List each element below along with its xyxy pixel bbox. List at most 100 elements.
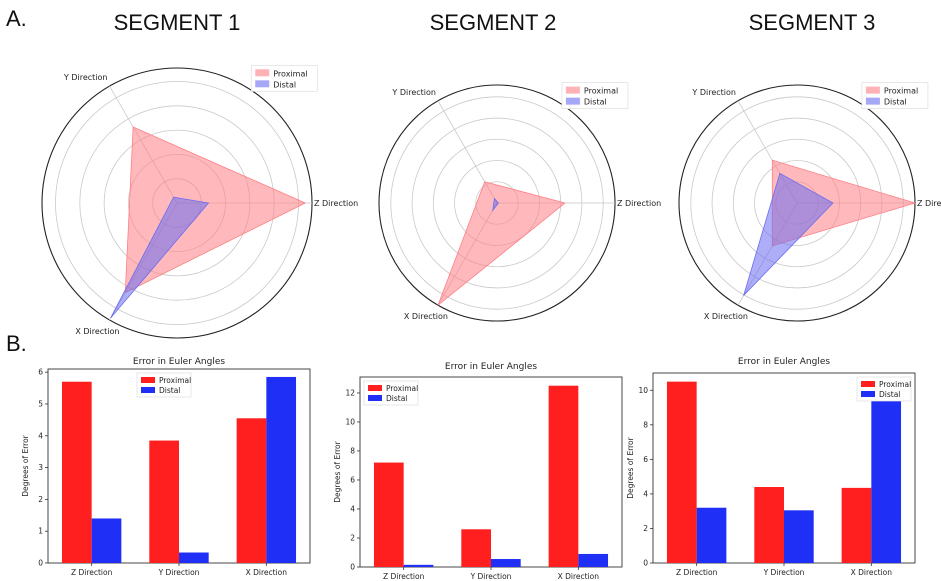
x-tick-label: Y Direction	[763, 568, 805, 577]
axis-label-z: Z Direction	[314, 199, 358, 208]
radar-chart-3: SEGMENT 3 Z Direction Y Direction X Directi…	[678, 10, 941, 322]
legend-label-distal: Distal	[159, 386, 180, 395]
legend-label-distal: Distal	[879, 390, 900, 399]
bar-proximal	[149, 440, 179, 563]
axis-label-z: Z Direction	[617, 199, 661, 208]
bar-distal	[871, 399, 902, 563]
y-tick-label: 4	[643, 489, 648, 498]
bar-distal	[578, 553, 609, 567]
y-tick-label: 2	[38, 495, 43, 504]
x-tick-label: Y Direction	[470, 572, 512, 581]
legend-label-distal: Distal	[884, 98, 907, 107]
x-tick-label: X Direction	[246, 568, 288, 577]
y-tick-label: 6	[38, 368, 43, 377]
axis-label-x: X Direction	[704, 312, 748, 321]
y-tick-label: 6	[350, 475, 355, 484]
panel-a-label: A.	[6, 6, 27, 31]
legend-label-proximal: Proximal	[386, 384, 418, 393]
bar-distal	[91, 518, 122, 563]
chart-title: Error in Euler Angles	[133, 357, 225, 367]
y-tick-label: 0	[643, 559, 648, 568]
legend-label-proximal: Proximal	[273, 69, 307, 78]
legend-swatch-proximal	[861, 381, 875, 387]
bar-proximal	[754, 487, 784, 563]
radar-series-proximal	[437, 181, 566, 307]
y-tick-label: 1	[38, 527, 43, 536]
x-tick-label: Z Direction	[676, 568, 718, 577]
legend-swatch-distal	[255, 80, 270, 88]
axis-label-x: X Direction	[75, 327, 119, 336]
bar-proximal	[666, 381, 697, 563]
y-tick-label: 8	[350, 446, 355, 455]
y-axis-label: Degrees of Error	[21, 434, 30, 496]
axis-label-y: Y Direction	[391, 88, 436, 97]
bar-proximal	[841, 487, 872, 563]
radar-series-distal	[743, 172, 834, 296]
bar-proximal	[373, 462, 404, 567]
bar-proximal	[548, 385, 579, 567]
bar-distal	[696, 507, 727, 563]
legend-label-proximal: Proximal	[879, 380, 911, 389]
y-tick-label: 4	[38, 431, 43, 440]
x-tick-label: Y Direction	[158, 568, 200, 577]
legend-swatch-distal	[141, 387, 155, 393]
y-tick-label: 6	[643, 455, 648, 464]
legend-swatch-distal	[861, 391, 875, 397]
legend-label-distal: Distal	[273, 80, 296, 89]
bar-distal	[403, 564, 434, 567]
chart-title: Error in Euler Angles	[738, 357, 830, 367]
legend-label-proximal: Proximal	[884, 87, 918, 96]
radar-series-distal	[110, 196, 210, 319]
legend-swatch-proximal	[865, 86, 880, 94]
legend-label-proximal: Proximal	[159, 376, 191, 385]
legend-swatch-proximal	[255, 69, 270, 77]
axis-label-x: X Direction	[404, 312, 448, 321]
chart-title: SEGMENT 3	[749, 10, 876, 35]
axis-label-z: Z Direction	[917, 199, 941, 208]
y-axis-label: Degrees of Error	[626, 436, 635, 498]
radar-series-proximal	[124, 126, 307, 294]
y-axis-label: Degrees of Error	[333, 440, 342, 502]
y-tick-label: 10	[345, 417, 355, 426]
y-tick-label: 4	[350, 504, 355, 513]
y-tick-label: 2	[350, 533, 355, 542]
legend-swatch-proximal	[141, 377, 155, 383]
y-tick-label: 0	[38, 559, 43, 568]
y-tick-label: 10	[638, 386, 648, 395]
bar-distal	[179, 552, 209, 563]
y-tick-label: 5	[38, 399, 43, 408]
legend-swatch-distal	[865, 97, 880, 105]
bar-proximal	[236, 418, 267, 563]
bar-proximal	[461, 529, 491, 567]
x-tick-label: Z Direction	[71, 568, 113, 577]
chart-title: SEGMENT 1	[114, 10, 241, 35]
bar-proximal	[61, 381, 92, 563]
legend-label-distal: Distal	[584, 98, 607, 107]
axis-label-y: Y Direction	[63, 73, 108, 82]
radar-series-distal	[492, 197, 499, 212]
legend-swatch-distal	[565, 97, 580, 105]
y-tick-label: 3	[38, 463, 43, 472]
radar-chart-2: SEGMENT 2 Z Direction Y Direction X Directi…	[378, 10, 661, 322]
y-tick-label: 0	[350, 563, 355, 572]
bar-distal	[266, 376, 297, 563]
panel-b-label: B.	[6, 331, 27, 356]
charts-container: SEGMENT 1 Z Direction Y Direction X Directi…	[21, 10, 941, 581]
y-tick-label: 8	[643, 420, 648, 429]
axis-label-y: Y Direction	[691, 88, 736, 97]
y-tick-label: 12	[345, 388, 355, 397]
x-tick-label: X Direction	[558, 572, 600, 581]
chart-title: SEGMENT 2	[430, 10, 557, 35]
legend-swatch-distal	[368, 395, 382, 401]
bar-distal	[491, 559, 521, 567]
y-tick-label: 2	[643, 524, 648, 533]
bar-chart-1: Error in Euler Angles 0 1 2 3 4 5 6 Degrees of E…	[21, 357, 311, 577]
legend-label-distal: Distal	[386, 394, 407, 403]
legend-swatch-proximal	[565, 86, 580, 94]
bar-chart-2: Error in Euler Angles 0 2 4 6 8 10 12 Degrees of…	[333, 362, 623, 581]
legend-label-proximal: Proximal	[584, 87, 618, 96]
bar-chart-3: Error in Euler Angles 0 2 4 6 8 10 Degrees of E…	[626, 357, 916, 577]
radar-chart-1: SEGMENT 1 Z Direction Y Direction X Directi…	[41, 10, 358, 339]
x-tick-label: X Direction	[851, 568, 893, 577]
